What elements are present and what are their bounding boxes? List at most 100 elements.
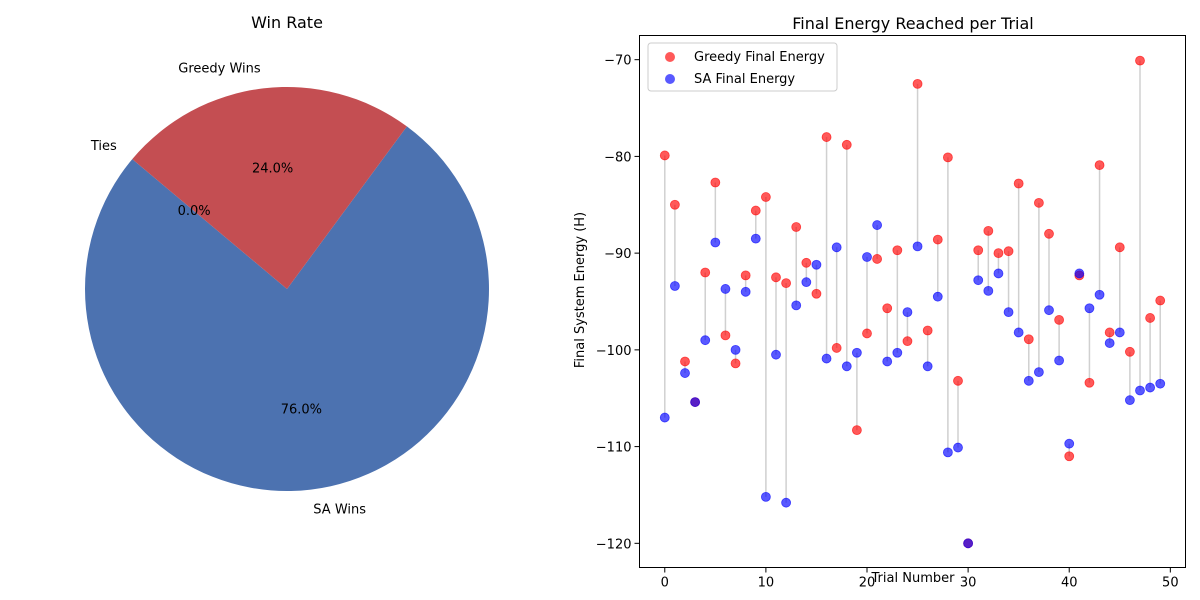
legend-box xyxy=(647,42,838,92)
sa-point xyxy=(690,397,701,407)
plot-frame xyxy=(639,35,1186,568)
greedy-point xyxy=(912,78,923,89)
greedy-point xyxy=(1155,295,1166,306)
sa-point xyxy=(771,349,781,360)
y-tick-label: −120 xyxy=(596,537,632,552)
sa-point xyxy=(659,412,670,423)
sa-point xyxy=(821,353,832,364)
sa-point xyxy=(872,220,883,230)
pie-slice-sa-wins xyxy=(85,126,489,492)
sa-point xyxy=(862,252,872,262)
sa-point xyxy=(710,237,721,248)
sa-point xyxy=(1135,385,1145,396)
legend-greedy-label: Greedy Final Energy xyxy=(694,50,825,65)
legend-sa-label: SA Final Energy xyxy=(694,72,795,87)
greedy-point xyxy=(821,132,832,142)
greedy-point xyxy=(1094,160,1105,171)
sa-point xyxy=(902,307,913,318)
greedy-point xyxy=(720,330,731,341)
scatter-title: Final Energy Reached per Trial xyxy=(792,14,1034,33)
x-tick-label: 0 xyxy=(661,576,669,591)
greedy-point xyxy=(851,425,862,436)
greedy-point xyxy=(892,245,903,256)
greedy-point xyxy=(811,288,822,299)
sa-point xyxy=(680,368,690,378)
sa-point xyxy=(1104,338,1115,348)
greedy-point xyxy=(1023,334,1034,345)
sa-point xyxy=(1054,355,1065,366)
sa-point xyxy=(851,347,862,358)
x-axis-label: Trial Number xyxy=(871,571,956,586)
pie-pct-ties: 0.0% xyxy=(178,204,211,219)
legend-greedy-marker xyxy=(665,52,675,62)
legend: Greedy Final Energy SA Final Energy xyxy=(647,42,838,92)
pie-label-sa-wins: SA Wins xyxy=(313,503,366,518)
sa-point xyxy=(932,291,943,302)
greedy-point xyxy=(841,139,852,150)
sa-point xyxy=(841,361,852,372)
greedy-point xyxy=(953,375,963,386)
sa-point xyxy=(1023,375,1034,386)
greedy-point xyxy=(1114,242,1125,253)
greedy-point xyxy=(1033,197,1044,208)
greedy-point xyxy=(771,272,781,283)
sa-point xyxy=(720,284,731,294)
sa-point xyxy=(922,361,933,372)
scatter-chart: Final Energy Reached per Trial 0 10 20 30 40… xyxy=(573,14,1186,591)
sa-point xyxy=(942,447,953,458)
y-axis-label: Final System Energy (H) xyxy=(573,212,588,368)
greedy-point xyxy=(942,152,953,163)
sa-point xyxy=(760,491,771,502)
sa-point xyxy=(669,281,680,291)
y-tick-label: −90 xyxy=(604,247,631,262)
sa-point xyxy=(1003,307,1014,318)
greedy-point xyxy=(831,343,842,353)
sa-point xyxy=(801,277,812,288)
sa-point xyxy=(831,242,842,253)
greedy-point xyxy=(730,358,741,369)
greedy-point xyxy=(1013,178,1024,189)
sa-point xyxy=(892,347,903,358)
pie-chart: Win Rate SA Wins 76.0% Greedy Wins 24.0% Tie… xyxy=(85,13,489,518)
sa-point xyxy=(1094,289,1105,300)
greedy-point xyxy=(1084,377,1095,388)
greedy-point xyxy=(1104,327,1115,338)
greedy-point xyxy=(862,328,872,339)
greedy-point xyxy=(700,267,711,278)
legend-sa-marker xyxy=(665,74,675,84)
sa-point xyxy=(750,233,761,244)
pie-title: Win Rate xyxy=(251,13,323,32)
sa-point xyxy=(740,286,751,297)
sa-point xyxy=(983,285,994,296)
greedy-point xyxy=(922,325,933,336)
sa-point xyxy=(1033,367,1044,378)
greedy-point xyxy=(740,270,751,281)
pie-pct-sa-wins: 76.0% xyxy=(281,402,322,417)
sa-point xyxy=(1074,268,1085,279)
pie-label-ties: Ties xyxy=(90,139,117,154)
sa-point xyxy=(1155,378,1166,389)
sa-point xyxy=(1124,395,1135,406)
y-tick-label: −80 xyxy=(604,150,631,165)
pie-pct-greedy-wins: 24.0% xyxy=(252,162,293,177)
greedy-point xyxy=(791,222,802,232)
greedy-point xyxy=(781,278,792,289)
greedy-point xyxy=(680,356,690,367)
greedy-point xyxy=(1054,314,1065,325)
sa-point xyxy=(953,442,963,453)
x-tick-label: 20 xyxy=(859,576,876,591)
greedy-point xyxy=(882,303,893,314)
greedy-point xyxy=(760,192,771,202)
greedy-point xyxy=(1003,246,1014,257)
greedy-point xyxy=(669,199,680,210)
pie-label-greedy-wins: Greedy Wins xyxy=(178,61,261,76)
sa-point xyxy=(1044,305,1054,316)
greedy-point xyxy=(983,225,994,236)
sa-point xyxy=(811,259,822,270)
sa-point xyxy=(1145,382,1156,393)
sa-point xyxy=(1084,303,1095,314)
greedy-point xyxy=(872,254,883,264)
sa-point xyxy=(781,497,792,508)
greedy-point xyxy=(973,245,984,256)
